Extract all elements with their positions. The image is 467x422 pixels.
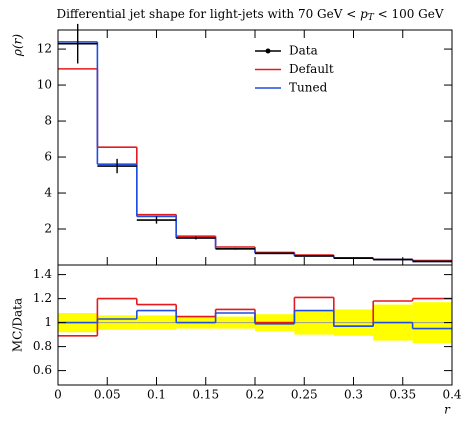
- y-tick-label: 1: [44, 315, 52, 329]
- legend-marker: [265, 48, 271, 54]
- y-tick-label: 0.6: [33, 363, 52, 377]
- plot-frame: [57, 264, 453, 386]
- x-tick-label: 0.05: [94, 388, 121, 402]
- y-tick-label: 0.8: [33, 339, 52, 353]
- x-tick-label: 0.3: [344, 388, 363, 402]
- x-axis-label: r: [444, 403, 451, 417]
- y-tick-label: 1.4: [33, 267, 52, 281]
- y-tick-label: 4: [44, 186, 52, 200]
- chart-title: Differential jet shape for light-jets wi…: [56, 7, 443, 23]
- x-tick-label: 0.4: [442, 388, 461, 402]
- y-tick-label: 12: [37, 42, 52, 56]
- x-tick-label: 0.15: [192, 388, 219, 402]
- x-tick-label: 0.25: [291, 388, 318, 402]
- y-tick-label: 1.2: [33, 291, 52, 305]
- y-axis-label: ρ(r): [11, 34, 25, 57]
- y-tick-label: 8: [44, 114, 52, 128]
- legend-label: Default: [289, 62, 334, 76]
- x-tick-label: 0.35: [389, 388, 416, 402]
- y-tick-label: 10: [37, 78, 52, 92]
- ratio-y-axis-label: MC/Data: [11, 298, 25, 352]
- legend-label: Tuned: [289, 81, 328, 95]
- y-tick-label: 2: [44, 222, 52, 236]
- x-tick-label: 0.1: [147, 388, 166, 402]
- legend-label: Data: [289, 44, 318, 58]
- y-tick-label: 6: [44, 150, 52, 164]
- x-tick-label: 0: [54, 388, 62, 402]
- x-tick-label: 0.2: [245, 388, 264, 402]
